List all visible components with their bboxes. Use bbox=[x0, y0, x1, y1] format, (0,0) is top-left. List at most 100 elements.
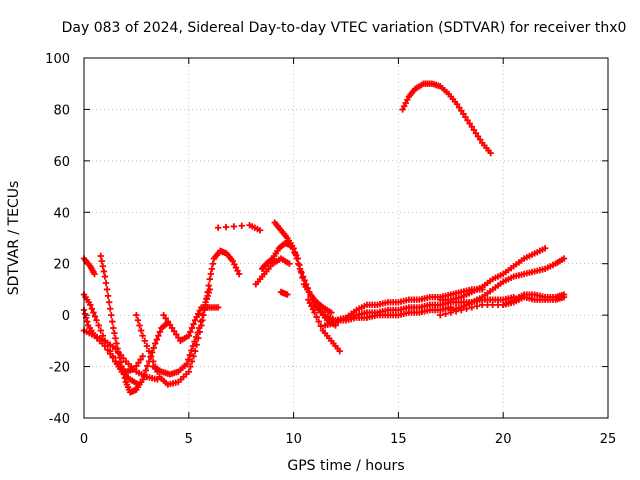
data-point bbox=[97, 327, 104, 334]
data-point bbox=[293, 255, 300, 262]
series-s10 bbox=[258, 239, 335, 316]
data-point bbox=[399, 106, 406, 113]
data-point bbox=[87, 301, 94, 309]
data-point bbox=[313, 313, 320, 321]
data-point bbox=[470, 126, 478, 134]
series-s17 bbox=[332, 304, 454, 324]
data-point bbox=[291, 250, 299, 257]
data-point bbox=[153, 336, 161, 343]
data-point bbox=[402, 99, 409, 107]
data-point bbox=[295, 260, 302, 267]
x-tick-label: 0 bbox=[80, 432, 88, 447]
data-point bbox=[192, 333, 200, 341]
data-point bbox=[120, 371, 128, 378]
series-s7 bbox=[160, 304, 222, 345]
data-point bbox=[196, 324, 203, 332]
series-s8 bbox=[149, 286, 213, 378]
data-point bbox=[462, 113, 469, 121]
data-point bbox=[91, 270, 98, 278]
data-point bbox=[468, 304, 475, 311]
series-s14 bbox=[305, 296, 343, 355]
data-point bbox=[121, 374, 129, 382]
series-s9 bbox=[214, 221, 264, 234]
data-point bbox=[311, 299, 318, 306]
data-point bbox=[197, 318, 205, 325]
data-point bbox=[214, 224, 222, 231]
data-point bbox=[102, 279, 110, 287]
data-point bbox=[188, 358, 196, 365]
data-point bbox=[160, 311, 167, 319]
data-point bbox=[147, 353, 155, 360]
data-point bbox=[136, 322, 143, 329]
data-point bbox=[109, 354, 117, 361]
data-point bbox=[437, 311, 444, 319]
data-point bbox=[193, 341, 200, 348]
data-point bbox=[186, 351, 194, 359]
data-point bbox=[305, 296, 312, 303]
data-point bbox=[187, 328, 194, 336]
data-point bbox=[328, 309, 335, 316]
y-tick-label: 80 bbox=[53, 103, 70, 118]
data-point bbox=[290, 245, 297, 252]
chart-title: Day 083 of 2024, Sidereal Day-to-day VTE… bbox=[62, 20, 627, 36]
data-point bbox=[166, 321, 174, 328]
data-point bbox=[541, 245, 549, 252]
grid bbox=[84, 58, 608, 418]
series-s22 bbox=[399, 80, 494, 157]
data-point bbox=[222, 223, 230, 231]
data-point bbox=[455, 104, 463, 111]
data-point bbox=[170, 328, 178, 335]
data-point bbox=[193, 313, 200, 321]
data-point bbox=[468, 123, 475, 130]
data-point bbox=[191, 338, 198, 345]
data-point bbox=[458, 107, 465, 114]
data-point bbox=[139, 376, 146, 383]
data-point bbox=[185, 368, 192, 375]
data-point bbox=[302, 281, 310, 288]
data-point bbox=[204, 292, 211, 300]
data-point bbox=[188, 324, 196, 332]
data-point bbox=[447, 309, 454, 316]
data-point bbox=[185, 332, 192, 339]
data-point bbox=[232, 264, 240, 271]
plot-frame bbox=[83, 57, 609, 419]
data-point bbox=[107, 305, 114, 312]
data-point bbox=[298, 269, 305, 276]
data-point bbox=[189, 342, 197, 350]
data-point bbox=[118, 363, 125, 370]
data-point bbox=[95, 322, 102, 329]
data-point bbox=[195, 310, 202, 318]
data-point bbox=[137, 327, 145, 334]
data-point bbox=[137, 356, 144, 363]
data-point bbox=[104, 292, 112, 300]
series-s19 bbox=[447, 255, 568, 314]
y-tick-label: 0 bbox=[62, 309, 70, 324]
data-point bbox=[110, 324, 117, 332]
y-tick-label: 20 bbox=[53, 258, 70, 273]
data-point bbox=[93, 317, 100, 324]
data-point bbox=[206, 275, 213, 283]
x-axis-label: GPS time / hours bbox=[287, 458, 404, 474]
data-point bbox=[112, 335, 119, 342]
x-tick-label: 25 bbox=[600, 432, 617, 447]
data-point bbox=[452, 308, 460, 315]
data-point bbox=[209, 260, 217, 267]
data-point bbox=[464, 117, 471, 124]
y-tick-label: 40 bbox=[53, 206, 70, 221]
data-point bbox=[205, 289, 212, 296]
data-point bbox=[187, 363, 194, 370]
data-point bbox=[336, 347, 343, 355]
data-point bbox=[191, 317, 199, 324]
data-point bbox=[115, 349, 122, 357]
y-tick-label: -20 bbox=[49, 361, 70, 376]
data-point bbox=[319, 308, 326, 316]
data-point bbox=[474, 133, 482, 140]
data-point bbox=[238, 222, 245, 229]
data-point bbox=[111, 329, 118, 337]
data-point bbox=[133, 311, 140, 319]
data-point bbox=[256, 227, 264, 234]
data-point bbox=[150, 344, 157, 352]
data-point bbox=[100, 268, 108, 275]
x-tick-label: 5 bbox=[185, 432, 193, 447]
